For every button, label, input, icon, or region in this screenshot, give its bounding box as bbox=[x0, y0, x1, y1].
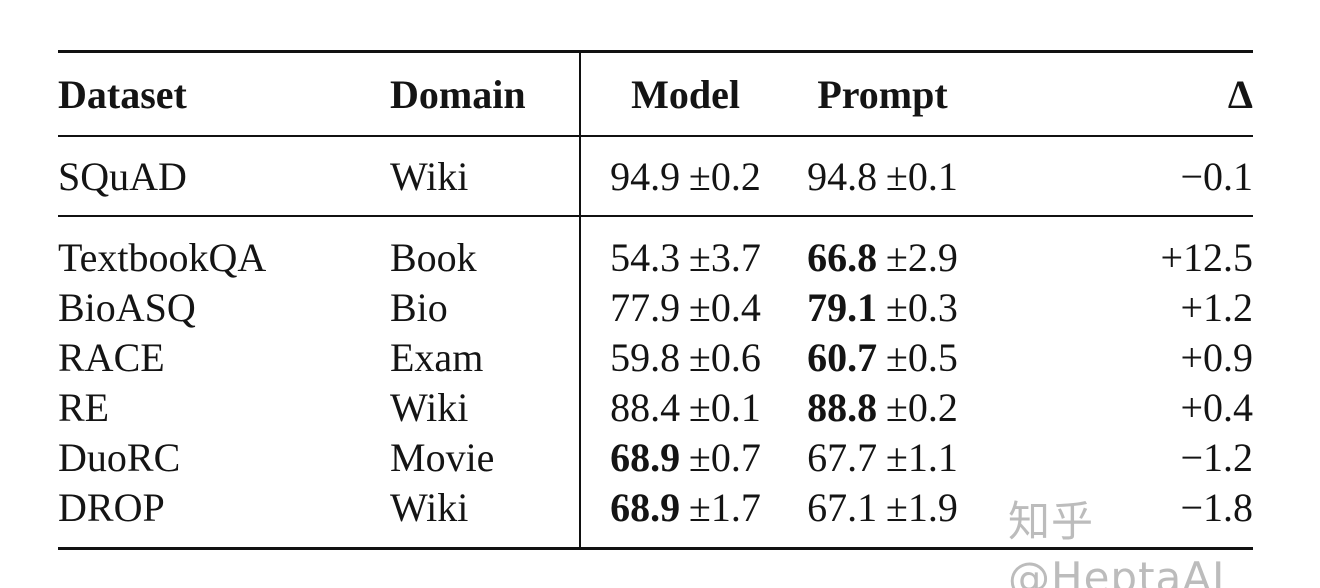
score-value: 88.8 bbox=[807, 384, 878, 430]
domain-value: Bio bbox=[390, 284, 448, 330]
score-stddev: ±3.7 bbox=[688, 234, 761, 280]
table-row: DuoRC Movie 68.9 ±0.7 67.7 ±1.1 −1.2 bbox=[58, 432, 1253, 482]
score-stddev: ±0.5 bbox=[885, 334, 958, 380]
table-row: RACE Exam 59.8 ±0.6 60.7 ±0.5 +0.9 bbox=[58, 332, 1253, 382]
delta-value: −1.2 bbox=[1180, 434, 1253, 480]
model-score-cell: 59.8 ±0.6 bbox=[579, 332, 790, 382]
score-stddev: ±0.4 bbox=[688, 284, 761, 330]
score-value: 94.9 bbox=[610, 153, 681, 199]
domain-value: Book bbox=[390, 234, 477, 280]
score-value: 67.1 bbox=[807, 484, 878, 530]
table-row: SQuAD Wiki 94.9 ±0.2 94.8 ±0.1 −0.1 bbox=[58, 136, 1253, 216]
domain-value: Exam bbox=[390, 334, 484, 380]
score-value: 68.9 bbox=[610, 484, 681, 530]
prompt-score-cell: 94.8 ±0.1 bbox=[790, 136, 975, 216]
score-value: 88.4 bbox=[610, 384, 681, 430]
score-value: 54.3 bbox=[610, 234, 681, 280]
score-value: 79.1 bbox=[807, 284, 878, 330]
score-stddev: ±0.1 bbox=[688, 384, 761, 430]
column-header-model: Model bbox=[579, 51, 790, 136]
model-score-cell: 68.9 ±1.7 bbox=[579, 482, 790, 549]
model-score-cell: 77.9 ±0.4 bbox=[579, 282, 790, 332]
prompt-score-cell: 66.8 ±2.9 bbox=[790, 216, 975, 282]
delta-value: +0.4 bbox=[1180, 384, 1253, 430]
table-row: BioASQ Bio 77.9 ±0.4 79.1 ±0.3 +1.2 bbox=[58, 282, 1253, 332]
delta-value: +12.5 bbox=[1160, 234, 1253, 280]
score-value: 59.8 bbox=[610, 334, 681, 380]
score-stddev: ±0.1 bbox=[885, 153, 958, 199]
dataset-name: RE bbox=[58, 384, 110, 430]
score-stddev: ±2.9 bbox=[885, 234, 958, 280]
table-header-row: Dataset Domain Model Prompt Δ bbox=[58, 51, 1253, 136]
column-header-domain: Domain bbox=[390, 71, 526, 117]
table-row: RE Wiki 88.4 ±0.1 88.8 ±0.2 +0.4 bbox=[58, 382, 1253, 432]
delta-value: +1.2 bbox=[1180, 284, 1253, 330]
prompt-score-cell: 67.1 ±1.9 bbox=[790, 482, 975, 549]
model-score-cell: 88.4 ±0.1 bbox=[579, 382, 790, 432]
delta-value: −0.1 bbox=[1180, 153, 1253, 199]
score-stddev: ±0.3 bbox=[885, 284, 958, 330]
dataset-name: BioASQ bbox=[58, 284, 196, 330]
dataset-name: DROP bbox=[58, 484, 165, 530]
score-value: 67.7 bbox=[807, 434, 878, 480]
dataset-name: SQuAD bbox=[58, 153, 187, 199]
model-score-cell: 54.3 ±3.7 bbox=[579, 216, 790, 282]
prompt-score-cell: 67.7 ±1.1 bbox=[790, 432, 975, 482]
column-header-prompt: Prompt bbox=[817, 71, 948, 117]
dataset-name: TextbookQA bbox=[58, 234, 267, 280]
column-header-dataset: Dataset bbox=[58, 71, 187, 117]
score-value: 94.8 bbox=[807, 153, 878, 199]
domain-value: Wiki bbox=[390, 384, 469, 430]
score-stddev: ±1.7 bbox=[688, 484, 761, 530]
score-value: 68.9 bbox=[610, 434, 681, 480]
dataset-name: RACE bbox=[58, 334, 165, 380]
results-table: Dataset Domain Model Prompt Δ SQuAD Wiki… bbox=[58, 50, 1253, 550]
delta-value: −1.8 bbox=[1180, 484, 1253, 530]
table-row: DROP Wiki 68.9 ±1.7 67.1 ±1.9 −1.8 bbox=[58, 482, 1253, 549]
score-value: 77.9 bbox=[610, 284, 681, 330]
prompt-score-cell: 79.1 ±0.3 bbox=[790, 282, 975, 332]
domain-value: Wiki bbox=[390, 153, 469, 199]
score-value: 66.8 bbox=[807, 234, 878, 280]
prompt-score-cell: 60.7 ±0.5 bbox=[790, 332, 975, 382]
model-score-cell: 94.9 ±0.2 bbox=[579, 136, 790, 216]
score-stddev: ±0.2 bbox=[688, 153, 761, 199]
score-stddev: ±0.2 bbox=[885, 384, 958, 430]
score-value: 60.7 bbox=[807, 334, 878, 380]
prompt-score-cell: 88.8 ±0.2 bbox=[790, 382, 975, 432]
delta-value: +0.9 bbox=[1180, 334, 1253, 380]
dataset-name: DuoRC bbox=[58, 434, 181, 480]
table-row: TextbookQA Book 54.3 ±3.7 66.8 ±2.9 +12.5 bbox=[58, 216, 1253, 282]
score-stddev: ±0.7 bbox=[688, 434, 761, 480]
score-stddev: ±1.9 bbox=[885, 484, 958, 530]
score-stddev: ±1.1 bbox=[885, 434, 958, 480]
score-stddev: ±0.6 bbox=[688, 334, 761, 380]
domain-value: Movie bbox=[390, 434, 495, 480]
model-score-cell: 68.9 ±0.7 bbox=[579, 432, 790, 482]
column-header-delta: Δ bbox=[1227, 71, 1253, 117]
domain-value: Wiki bbox=[390, 484, 469, 530]
